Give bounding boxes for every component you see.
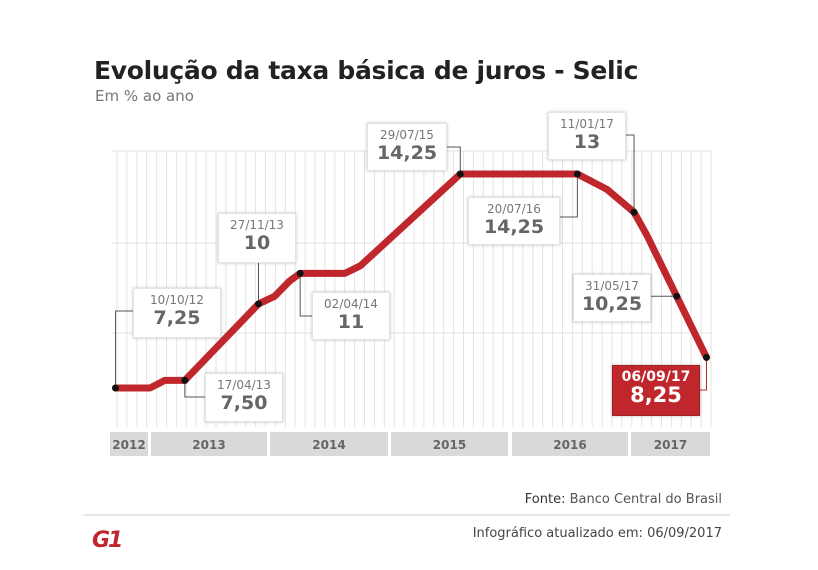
annotation-box: 11/01/17 13: [548, 112, 626, 160]
leader-line: [115, 310, 133, 388]
data-point: [456, 170, 464, 178]
x-tick-label: 2014: [312, 438, 345, 452]
x-tick-label: 2012: [112, 438, 145, 452]
annotation-date: 20/07/16: [487, 202, 541, 216]
data-point: [702, 353, 710, 361]
data-point: [573, 170, 581, 178]
annotation-value: 10: [243, 232, 271, 254]
source-text: Banco Central do Brasil: [569, 492, 722, 507]
leader-line: [184, 380, 205, 398]
chart-title: Evolução da taxa básica de juros - Selic: [94, 56, 639, 85]
annotation-value: 14,25: [376, 142, 438, 164]
leader-line: [299, 273, 312, 317]
annotation-value: 14,25: [483, 216, 545, 238]
year-band: [110, 432, 148, 456]
annotation-value: 10,25: [581, 293, 643, 315]
data-point: [673, 292, 681, 300]
x-tick-label: 2017: [654, 438, 687, 452]
updated-note: Infográfico atualizado em: 06/09/2017: [472, 526, 722, 541]
leader-line: [446, 146, 461, 174]
source-note: Fonte: Banco Central do Brasil: [525, 492, 722, 507]
leader-line: [625, 134, 635, 213]
x-tick-label: 2015: [433, 438, 466, 452]
chart-subtitle: Em % ao ano: [95, 87, 194, 105]
annotation-date: 06/09/17: [621, 369, 691, 385]
x-tick-label: 2013: [192, 438, 225, 452]
annotation-box-current: 06/09/17 8,25: [612, 365, 700, 416]
annotation-date: 02/04/14: [324, 297, 378, 311]
annotation-date: 17/04/13: [217, 378, 271, 392]
leader-line: [560, 174, 578, 218]
year-band: [151, 432, 267, 456]
x-tick-label: 2016: [553, 438, 586, 452]
annotation-box: 29/07/15 14,25: [367, 123, 447, 171]
annotation-value: 7,25: [153, 307, 201, 329]
annotation-box: 20/07/16 14,25: [468, 197, 560, 245]
annotation-value: 11: [337, 311, 365, 333]
year-band: [631, 432, 710, 456]
year-band: [391, 432, 508, 456]
annotation-date: 27/11/13: [230, 218, 284, 232]
annotation-date: 11/01/17: [560, 117, 614, 131]
annotation-value: 7,50: [220, 392, 268, 414]
annotation-date: 31/05/17: [585, 279, 639, 293]
g1-logo: G1: [92, 528, 123, 553]
annotation-box: 27/11/13 10: [218, 213, 296, 263]
selic-line: [112, 170, 710, 392]
annotation-value: 8,25: [630, 383, 682, 407]
leader-line: [700, 357, 707, 391]
data-point: [630, 208, 638, 216]
annotation-date: 10/10/12: [150, 293, 204, 307]
data-point: [181, 376, 189, 384]
data-point: [112, 384, 120, 392]
annotation-box: 02/04/14 11: [312, 292, 390, 340]
annotation-value: 13: [573, 131, 601, 153]
year-band: [512, 432, 628, 456]
data-point: [296, 269, 304, 277]
annotation-box: 10/10/12 7,25: [133, 288, 221, 338]
line-chart: 2012 2013 2014 2015 2016 2017: [110, 134, 712, 456]
data-point: [254, 300, 262, 308]
annotation-box: 17/04/13 7,50: [205, 373, 283, 422]
annotation-date: 29/07/15: [380, 128, 434, 142]
year-band: [270, 432, 388, 456]
annotation-box: 31/05/17 10,25: [573, 274, 651, 322]
source-label: Fonte:: [524, 492, 566, 507]
divider: [84, 514, 730, 516]
